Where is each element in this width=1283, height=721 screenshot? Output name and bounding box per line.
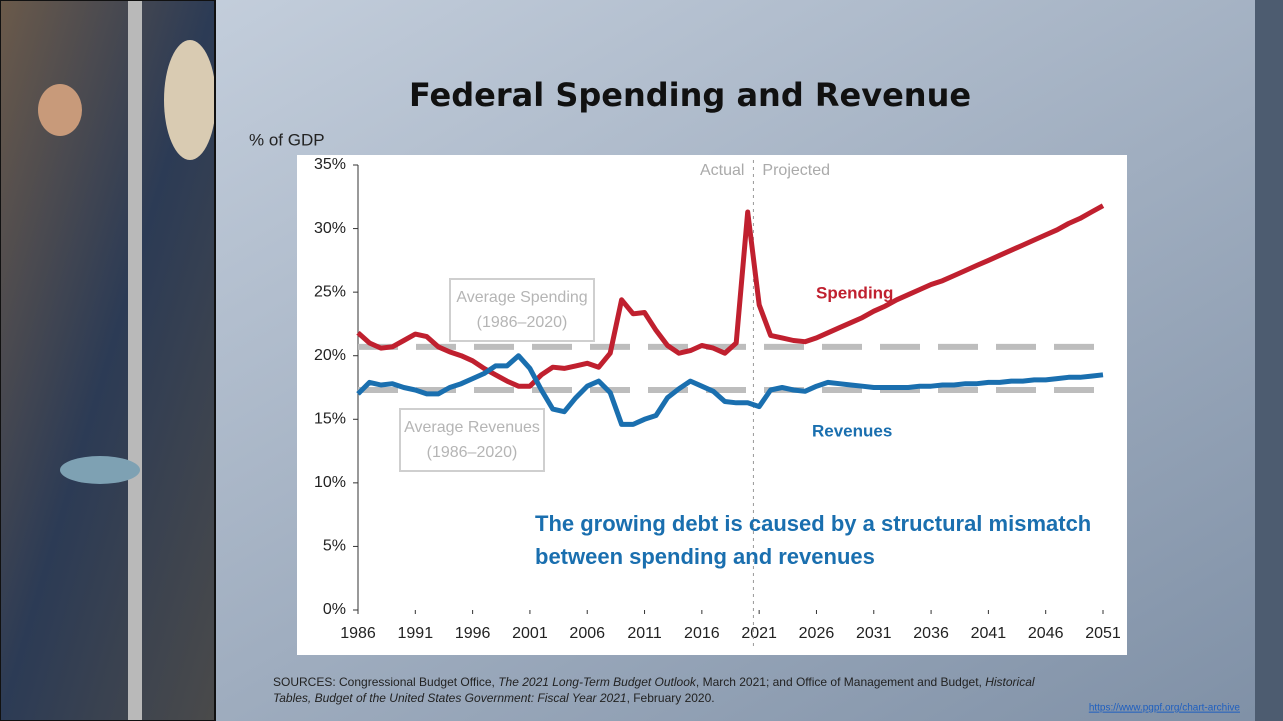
average-label: Average Spending (456, 289, 587, 306)
chart-note: The growing debt is caused by a structur… (535, 511, 1091, 536)
projected-label: Projected (762, 162, 830, 179)
x-tick-label: 1996 (455, 625, 491, 642)
source-segment: , March 2021; and Office of Management a… (696, 675, 985, 689)
x-tick-label: 1986 (340, 625, 376, 642)
x-tick-label: 1991 (398, 625, 434, 642)
y-tick-label: 10% (314, 474, 346, 491)
average-label: (1986–2020) (427, 444, 518, 461)
series-label: Spending (816, 283, 893, 302)
x-tick-label: 2041 (971, 625, 1007, 642)
series-line (356, 353, 1104, 427)
y-tick-label: 5% (323, 538, 346, 555)
average-label-box (399, 408, 545, 472)
series-line (356, 203, 1105, 389)
average-label: (1986–2020) (477, 314, 568, 331)
source-segment: , February 2020. (627, 691, 715, 705)
x-tick-label: 2031 (856, 625, 892, 642)
chart-note: between spending and revenues (535, 544, 875, 569)
side-strip (1255, 0, 1283, 721)
y-tick-label: 35% (314, 156, 346, 173)
source-segment: SOURCES: Congressional Budget Office, (273, 675, 498, 689)
source-segment: Historical (985, 675, 1035, 689)
photo (0, 0, 216, 721)
y-tick-label: 25% (314, 283, 346, 300)
chart: 0% 5% 10% 15% 20% 25% 30% 35% 1986 1991 1996 2001 20… (314, 156, 1121, 650)
actual-label: Actual (700, 162, 744, 179)
chart-title: Federal Spending and Revenue (409, 76, 971, 114)
x-tick-label: 2036 (913, 625, 949, 642)
x-tick-label: 2021 (741, 625, 777, 642)
chart-panel (297, 155, 1127, 655)
y-axis-label: % of GDP (249, 130, 325, 149)
sources: SOURCES: Congressional Budget Office, Th… (273, 675, 1035, 705)
x-tick-label: 2001 (512, 625, 548, 642)
x-tick-label: 2006 (569, 625, 605, 642)
x-tick-label: 2051 (1085, 625, 1121, 642)
average-label: Average Revenues (404, 419, 540, 436)
source-segment: Tables, Budget of the United States Gove… (273, 691, 627, 705)
x-tick-label: 2016 (684, 625, 720, 642)
x-tick-label: 2011 (627, 625, 662, 642)
x-tick-label: 2026 (799, 625, 835, 642)
series-label: Revenues (812, 421, 892, 440)
y-tick-label: 30% (314, 220, 346, 237)
average-label-box (449, 278, 595, 342)
source-segment: The 2021 Long-Term Budget Outlook (498, 675, 697, 689)
source-link[interactable]: https://www.pgpf.org/chart-archive (1089, 703, 1241, 714)
y-tick-label: 15% (314, 411, 346, 428)
x-tick-label: 2046 (1028, 625, 1064, 642)
y-tick-label: 20% (314, 347, 346, 364)
y-tick-label: 0% (323, 601, 346, 618)
